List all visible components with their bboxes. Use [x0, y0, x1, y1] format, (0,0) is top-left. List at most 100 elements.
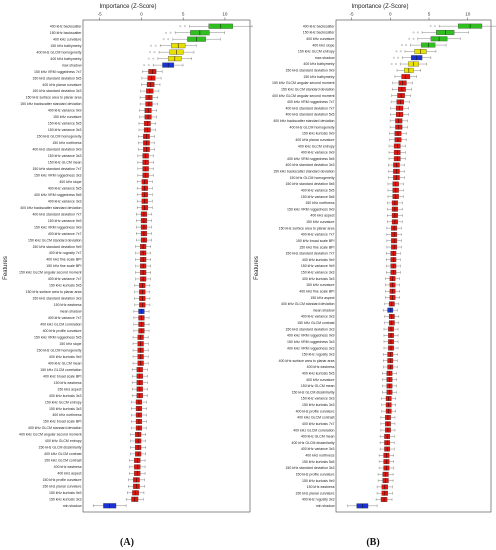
- feature-box: 400 kHz profile curvature: [43, 328, 150, 334]
- feature-box: 150 kHz GLCM contrast: [44, 457, 146, 463]
- feature-box: 400 kHz GLCM correlation: [40, 321, 150, 327]
- feature-label: 400 kHz variance 3x3: [301, 447, 335, 451]
- outlier-point: [169, 31, 172, 34]
- feature-label: 150 kHz GLCM homogeneity: [37, 135, 82, 139]
- feature-label: 150 kHz backscatter standard deviation: [20, 102, 81, 106]
- feature-box: 150 kHz kurtosis 3x3: [49, 496, 144, 502]
- feature-label: 400 kHz GLCM correlation: [293, 428, 334, 432]
- feature-label: 150 kHz GLCM homogeneity: [37, 348, 82, 352]
- feature-label: 150 kHz standard deviation 3x3: [32, 89, 81, 93]
- feature-label: 400 kHz standard deviation 5x5: [285, 113, 334, 117]
- feature-box: 400 kHz standard deviation 7x7: [32, 211, 152, 217]
- x-tick-label: 10: [465, 12, 471, 17]
- feature-box: 150 kHz standard deviation 5x5: [285, 181, 404, 187]
- feature-label: 400 kHz VRM ruggedness 5x5: [34, 193, 82, 197]
- feature-box: 400 kHz GLCM standard deviation: [281, 301, 400, 307]
- feature-label: 150 kHz broad scale BPI: [296, 239, 335, 243]
- feature-label: 150 kHz GLCM contrast: [297, 321, 334, 325]
- feature-box: 150 kHz planar curvature: [295, 490, 393, 496]
- outlier-point: [416, 31, 419, 34]
- feature-label: 400 kHz standard deviation 7x7: [285, 106, 334, 110]
- feature-label: 400 kHz profile curvature: [296, 409, 335, 413]
- feature-box: 400 kHz GLCM angular second moment: [19, 431, 146, 437]
- feature-box: 150 kHz broad scale BPI: [43, 419, 147, 425]
- feature-box: 150 kHz GLCM mean: [301, 383, 397, 389]
- feature-label: 150 kHz GLCM standard deviation: [28, 238, 82, 242]
- feature-box: 400 kHz GLCM mean: [301, 433, 395, 439]
- feature-label: 400 kHz variance 5x5: [48, 186, 82, 190]
- feature-box: 150 kHz aspect: [57, 386, 148, 392]
- feature-box: 150 kHz standard deviation 9x9: [32, 244, 151, 250]
- outlier-point: [397, 56, 399, 59]
- feature-label: 400 kHz standard deviation 9x9: [32, 148, 81, 152]
- feature-label: 150 kHz slope: [59, 342, 81, 346]
- outlier-point: [395, 50, 398, 53]
- feature-box: 150 kHz GLCM correlation: [40, 367, 148, 373]
- feature-label: 150 kHz GLCM dissimilarity: [39, 446, 82, 450]
- feature-label: 150 kHz eastness: [54, 303, 82, 307]
- feature-label: 400 kHz backscatter standard deviation: [273, 119, 334, 123]
- feature-label: 400 kHz variance 5x5: [301, 188, 335, 192]
- feature-label: 150 kHz rugosity 3x3: [302, 353, 335, 357]
- feature-label: min shadow: [316, 504, 335, 508]
- panel-b-title: Importance (Z-Score): [351, 4, 408, 10]
- outlier-point: [408, 37, 411, 40]
- feature-label: 400 kHz kurtosis 3x3: [49, 394, 82, 398]
- feature-label: 150 kHz kurtosis 5x5: [49, 284, 82, 288]
- outlier-point: [412, 37, 415, 40]
- feature-label: 400 kHz backscatter: [303, 24, 336, 28]
- feature-box: 150 kHz kurtosis 3x3: [49, 406, 147, 412]
- panel-b-y-axis-label: Features: [254, 256, 260, 280]
- feature-box: 400 kHz kurtosis 3x3: [302, 276, 400, 282]
- feature-box: 150 kHz variance 5x5: [301, 194, 404, 199]
- feature-box: 400 kHz fine scale BPI: [299, 288, 400, 294]
- feature-label: 150 kHz surface area to planar area: [26, 96, 82, 100]
- feature-box: 400 kHz VRM ruggedness 7x7: [287, 99, 410, 105]
- feature-label: max shadow: [62, 63, 82, 67]
- feature-box: 150 kHz GLCM standard deviation: [28, 237, 152, 243]
- feature-box: 400 kHz variance 9x9: [48, 107, 157, 113]
- feature-box: 400 kHz slope: [312, 42, 447, 48]
- feature-box: 400 kHz VRM ruggedness 9x9: [287, 333, 399, 338]
- feature-label: mean shadow: [313, 308, 335, 312]
- feature-box: 150 kHz standard deviation 3x3: [285, 326, 399, 332]
- feature-label: 150 kHz planar curvature: [295, 491, 334, 495]
- feature-box: mean shadow: [60, 308, 150, 314]
- feature-label: 400 kHz curvature: [306, 378, 334, 382]
- feature-label: 150 kHz kurtosis 9x9: [302, 132, 335, 136]
- feature-label: 150 kHz standard deviation 5x5: [285, 182, 334, 186]
- feature-box: 150 kHz kurtosis 3x3: [302, 402, 396, 408]
- feature-box: 400 kHz GLCM homogeneity: [290, 124, 408, 130]
- feature-box: 150 kHz standard deviation 9x9: [285, 67, 421, 73]
- feature-box: 400 kHz variance 3x3: [301, 446, 395, 452]
- feature-label: 150 kHz northness: [52, 141, 81, 145]
- feature-box: 400 kHz kurtosis 9x9: [49, 354, 149, 360]
- feature-label: 400 kHz VRM ruggedness 3x3: [287, 346, 335, 350]
- feature-label: 400 kHz surface area to planar area: [279, 359, 335, 363]
- feature-label: 150 kHz GLCM angular second moment: [272, 81, 334, 85]
- feature-label: 150 kHz fine scale BPI: [46, 264, 81, 268]
- feature-label: 400 kHz variance 7x7: [301, 233, 335, 237]
- feature-label: 400 kHz GLCM entropy: [298, 144, 335, 148]
- feature-label: 150 kHz variance 9x9: [301, 264, 335, 268]
- x-tick-label: 5: [182, 12, 185, 17]
- feature-label: 400 kHz eastness: [54, 465, 82, 469]
- feature-label: 400 kHz variance 3x3: [301, 315, 335, 319]
- feature-label: 400 kHz planar curvature: [295, 138, 334, 142]
- feature-box: 150 kHz VRM ruggedness 7x7: [34, 69, 163, 75]
- outlier-point: [165, 31, 167, 34]
- feature-box: min shadow: [316, 503, 378, 509]
- feature-box: 150 kHz eastness: [54, 380, 148, 386]
- feature-label: 150 kHz profile curvature: [296, 472, 335, 476]
- feature-box: 150 kHz kurtosis 5x5: [302, 459, 394, 465]
- feature-box: 150 kHz variance 3x3: [301, 269, 401, 275]
- x-tick-label: 0: [140, 12, 143, 17]
- outlier-point: [429, 25, 432, 28]
- feature-label: 150 kHz kurtosis 3x3: [49, 497, 82, 501]
- feature-label: 150 kHz standard deviation 9x9: [285, 69, 334, 73]
- feature-box: 400 kHz backscatter: [303, 23, 496, 29]
- feature-label: 400 kHz bathymetry: [50, 57, 81, 61]
- outlier-point: [405, 44, 407, 46]
- feature-label: 400 kHz northness: [305, 454, 334, 458]
